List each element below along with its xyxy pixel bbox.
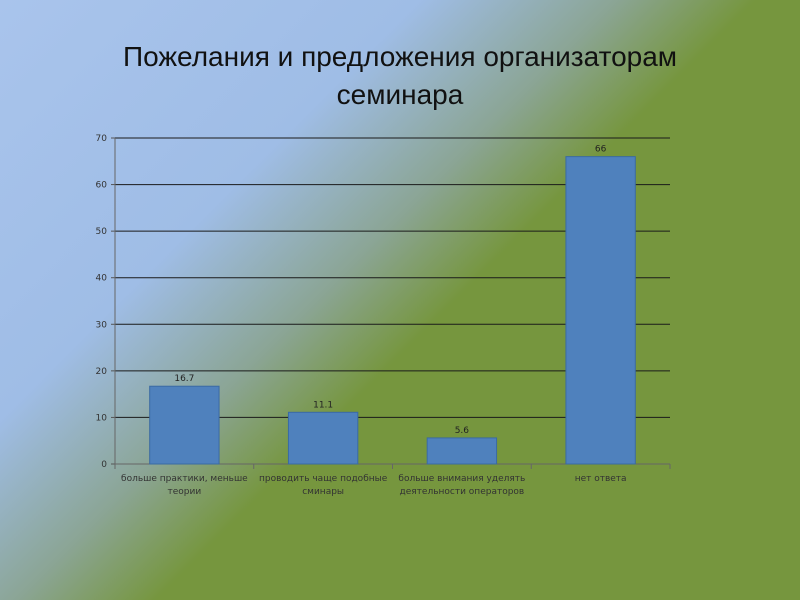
bar [287, 411, 359, 465]
category-label-line: больше внимания уделять [398, 474, 525, 484]
category-label: проводить чаще подобные сминары [259, 474, 388, 497]
category-label: нет ответа [575, 474, 627, 484]
category-label-line: теории [168, 487, 202, 497]
y-tick-label: 40 [96, 274, 108, 284]
y-tick-label: 20 [96, 367, 108, 377]
category-label: больше внимания уделять деятельности опер… [398, 474, 525, 497]
data-label: 11.1 [313, 400, 333, 410]
bar [149, 385, 220, 465]
category-label: больше практики, меньше теории [121, 474, 248, 497]
y-tick-label: 60 [96, 181, 108, 191]
y-tick-label: 30 [96, 320, 108, 330]
slide-title: Пожелания и предложения организаторам се… [40, 38, 760, 114]
category-label-line: нет ответа [575, 474, 627, 484]
y-tick-label: 10 [96, 413, 108, 423]
y-tick-label: 70 [96, 134, 108, 144]
bar [426, 437, 498, 465]
category-label-line: деятельности операторов [400, 487, 525, 497]
category-label-line: проводить чаще подобные [259, 474, 388, 484]
slide-title-line-1: Пожелания и предложения организаторам [122, 41, 678, 72]
y-tick-label: 50 [96, 227, 108, 237]
y-tick-label: 0 [101, 460, 107, 470]
category-label-line: сминары [302, 487, 344, 497]
data-label: 66 [595, 145, 607, 155]
category-label-line: больше практики, меньше [121, 474, 248, 484]
slide-title-line-2: семинара [336, 79, 464, 110]
bar [565, 156, 636, 465]
data-label: 16.7 [174, 374, 194, 384]
data-label: 5.6 [455, 426, 470, 436]
